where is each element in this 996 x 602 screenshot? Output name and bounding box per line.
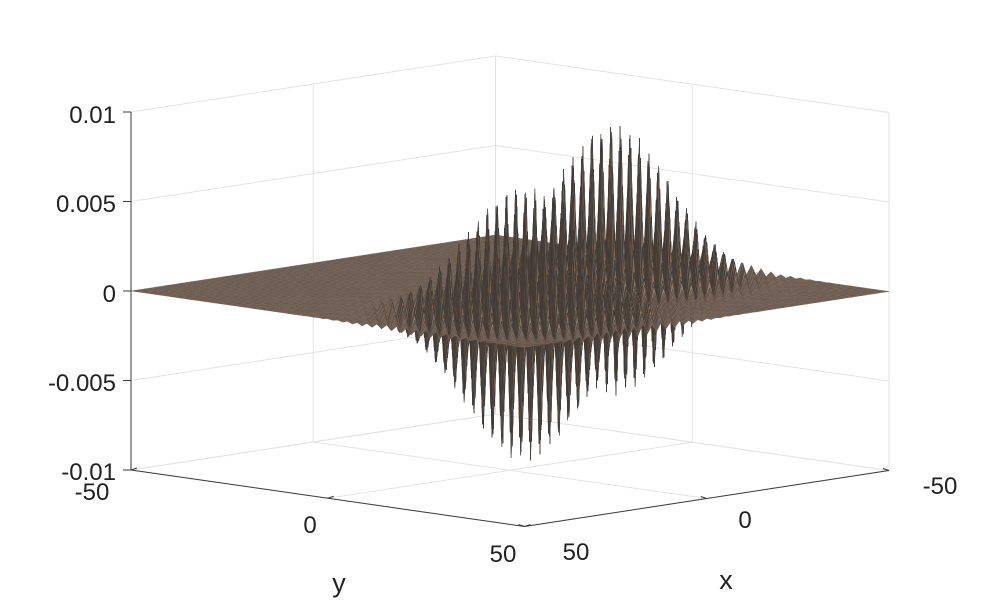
floor-grid-line [130, 413, 496, 471]
surface-mesh [130, 126, 890, 461]
floor-grid-line [327, 441, 693, 499]
